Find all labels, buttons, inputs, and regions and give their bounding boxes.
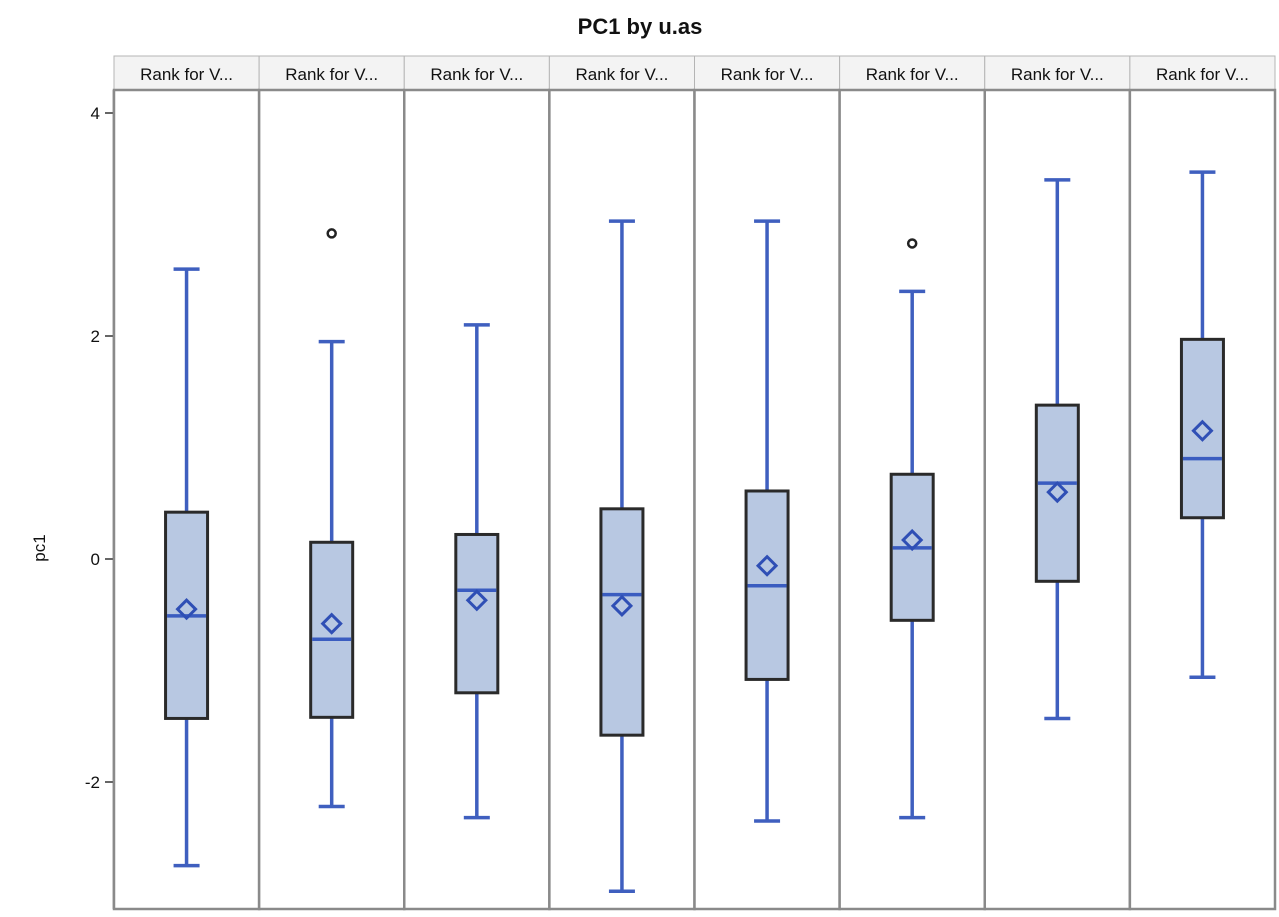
mean-marker	[755, 554, 779, 577]
box	[1179, 337, 1225, 520]
panel-header	[694, 55, 841, 91]
y-tick-label: -2	[85, 773, 100, 792]
mean-marker	[465, 589, 488, 612]
panel-header	[403, 55, 550, 91]
panel-header-label: Rank for V...	[1156, 65, 1249, 84]
mean-marker	[610, 594, 634, 617]
panel-header-label: Rank for V...	[140, 65, 233, 84]
panels: Rank for V... Rank for V... Rank for V... R…	[112, 55, 1277, 911]
y-axis-label: pc1	[30, 534, 49, 561]
panel: Rank for V...	[838, 55, 986, 911]
mean-marker	[1046, 480, 1069, 504]
panel: Rank for V...	[693, 55, 841, 911]
box	[599, 507, 645, 737]
chart-title: PC1 by u.as	[578, 14, 703, 39]
panel-header	[839, 55, 986, 91]
mean-marker	[320, 612, 343, 635]
y-tick-label: 2	[91, 327, 100, 346]
panel-header-label: Rank for V...	[430, 65, 523, 84]
mean-marker	[1191, 419, 1214, 442]
box	[1034, 403, 1080, 583]
mean-marker	[901, 528, 924, 552]
panel-header-label: Rank for V...	[866, 65, 959, 84]
panel-header-label: Rank for V...	[721, 65, 814, 84]
mean-marker	[175, 598, 198, 621]
panel: Rank for V...	[403, 55, 551, 911]
panel: Rank for V...	[257, 55, 406, 911]
panel: Rank for V...	[548, 55, 696, 911]
panel-header	[258, 55, 405, 91]
panel-header-label: Rank for V...	[1011, 65, 1104, 84]
y-tick-label: 0	[91, 550, 100, 569]
panel-header	[1129, 55, 1276, 91]
y-axis: 4 2 0 -2	[85, 90, 115, 909]
panel: Rank for V...	[983, 55, 1132, 911]
panel: Rank for V...	[112, 55, 261, 911]
panel-header-label: Rank for V...	[285, 65, 378, 84]
panel-header	[113, 55, 260, 91]
box	[454, 532, 500, 695]
outlier-point	[326, 228, 337, 239]
outlier-point	[906, 238, 918, 249]
panel-header-label: Rank for V...	[575, 65, 668, 84]
y-tick-label: 4	[91, 104, 100, 123]
panel: Rank for V...	[1128, 55, 1277, 911]
box	[309, 540, 355, 719]
